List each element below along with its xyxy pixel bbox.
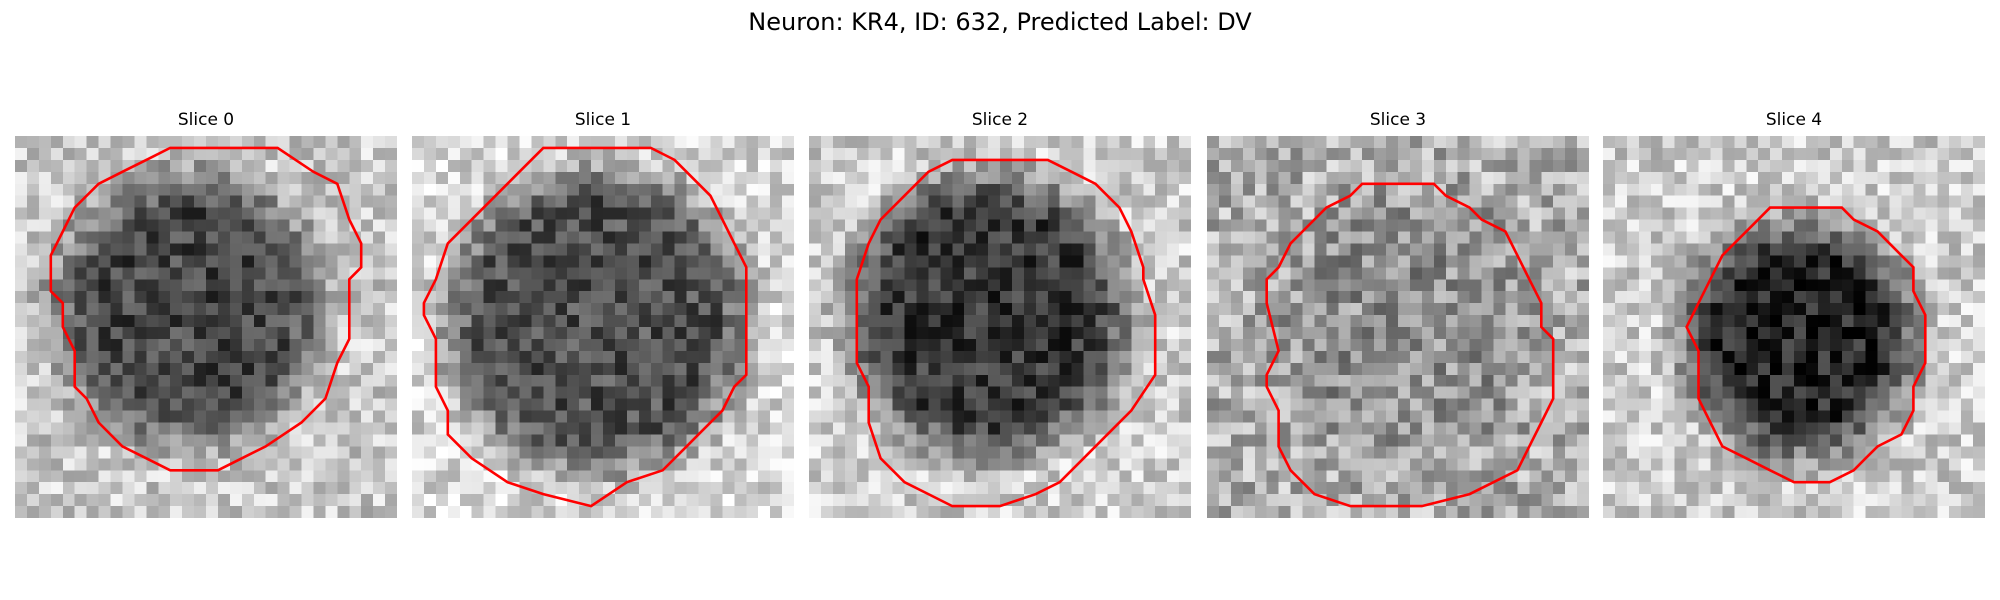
slice-title: Slice 2: [971, 110, 1029, 130]
slice-image: [1603, 136, 1985, 518]
slice-pixels: [412, 136, 794, 518]
slice-pixels: [15, 136, 397, 518]
slice-panel-4: Slice 4: [1603, 110, 1985, 518]
slice-panel-3: Slice 3: [1207, 110, 1589, 518]
slice-title: Slice 1: [574, 110, 632, 130]
slice-pixels: [809, 136, 1191, 518]
slice-image: [412, 136, 794, 518]
segmentation-contour: [1265, 182, 1555, 508]
slice-title: Slice 0: [177, 110, 235, 130]
slice-panel-0: Slice 0: [15, 110, 397, 518]
segmentation-contour: [422, 146, 748, 508]
segmentation-contour: [49, 146, 363, 472]
slice-panel-2: Slice 2: [809, 110, 1191, 518]
slice-panel-1: Slice 1: [412, 110, 794, 518]
segmentation-contour: [1685, 206, 1927, 484]
slice-image: [809, 136, 1191, 518]
slice-image: [1207, 136, 1589, 518]
slice-title: Slice 4: [1765, 110, 1823, 130]
slice-pixels: [1207, 136, 1589, 518]
figure-title: Neuron: KR4, ID: 632, Predicted Label: D…: [748, 8, 1252, 36]
segmentation-contour: [855, 158, 1157, 508]
slice-image: [15, 136, 397, 518]
slice-title: Slice 3: [1369, 110, 1427, 130]
slice-pixels: [1603, 136, 1985, 518]
